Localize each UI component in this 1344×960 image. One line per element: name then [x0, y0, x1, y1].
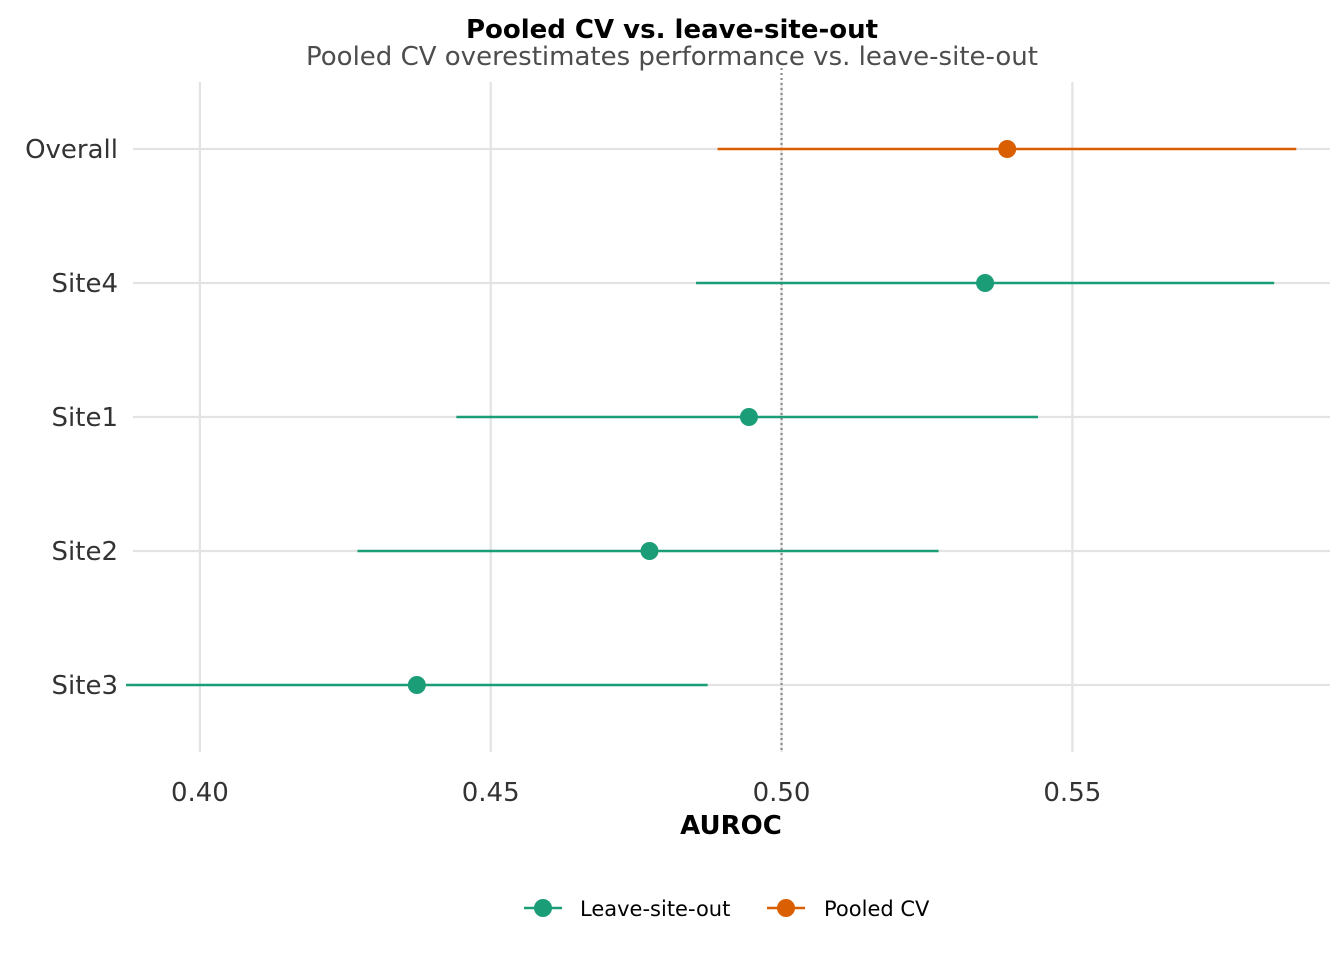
legend-key-point-leave-site-out [534, 899, 552, 917]
x-tick-label-1: 0.45 [462, 778, 520, 808]
point-site1 [739, 408, 758, 426]
point-site4 [976, 274, 995, 292]
x-axis-labels: 0.40 0.45 0.50 0.55 [171, 778, 1101, 808]
x-tick-label-2: 0.50 [753, 778, 811, 808]
y-axis-labels: Overall Site4 Site1 Site2 Site3 [25, 135, 118, 701]
y-tick-label-site3: Site3 [52, 671, 118, 701]
legend-label-pooled-cv: Pooled CV [824, 897, 930, 921]
point-overall [998, 140, 1017, 158]
x-tick-label-3: 0.55 [1043, 778, 1101, 808]
data-marks [126, 140, 1297, 694]
legend: Leave-site-out Pooled CV [524, 897, 930, 921]
point-site3 [407, 676, 426, 694]
legend-key-point-pooled-cv [777, 899, 795, 917]
y-tick-label-site2: Site2 [52, 537, 118, 567]
point-site2 [640, 542, 659, 560]
chart-subtitle: Pooled CV overestimates performance vs. … [306, 42, 1038, 72]
legend-label-leave-site-out: Leave-site-out [580, 897, 730, 921]
x-axis-title: AUROC [680, 811, 782, 841]
chart-title: Pooled CV vs. leave-site-out [466, 15, 878, 45]
x-tick-label-0: 0.40 [171, 778, 229, 808]
y-tick-label-site1: Site1 [52, 403, 118, 433]
y-tick-label-site4: Site4 [52, 269, 118, 299]
y-tick-label-overall: Overall [25, 135, 118, 165]
